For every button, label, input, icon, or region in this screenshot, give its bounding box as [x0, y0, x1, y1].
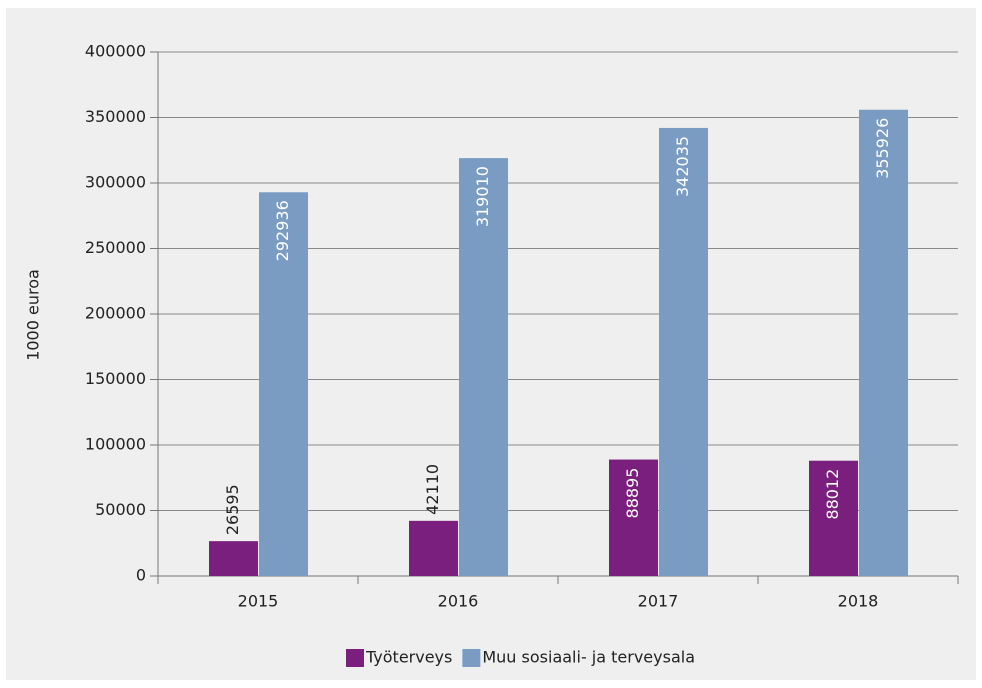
bar: [809, 460, 858, 576]
y-tick-label: 0: [136, 566, 146, 585]
data-label: 292936: [273, 200, 292, 261]
x-tick-label: 2016: [438, 592, 479, 611]
bar: [259, 192, 308, 576]
data-label: 319010: [473, 166, 492, 227]
bar: [659, 127, 708, 577]
y-tick-label: 150000: [85, 369, 146, 388]
y-tick-label: 100000: [85, 435, 146, 454]
y-tick-label: 250000: [85, 238, 146, 257]
x-tick-label: 2018: [838, 592, 879, 611]
y-tick-label: 50000: [95, 500, 146, 519]
data-label: 342035: [673, 136, 692, 197]
legend-swatch: [346, 649, 364, 667]
data-label: 88895: [623, 468, 642, 519]
data-label: 355926: [873, 118, 892, 179]
legend-label: Työterveys: [365, 648, 452, 667]
data-label: 42110: [423, 464, 442, 515]
y-tick-label: 350000: [85, 107, 146, 126]
bar: [609, 459, 658, 576]
data-label: 26595: [223, 484, 242, 535]
legend-label: Muu sosiaali- ja terveysala: [482, 648, 695, 667]
bar: [859, 109, 908, 576]
y-tick-label: 300000: [85, 173, 146, 192]
bar: [459, 158, 508, 576]
bar: [209, 541, 258, 576]
y-tick-label: 400000: [85, 42, 146, 61]
x-tick-label: 2015: [238, 592, 279, 611]
x-tick-label: 2017: [638, 592, 679, 611]
legend-swatch: [462, 649, 481, 667]
bar: [409, 520, 458, 576]
y-axis-label: 1000 euroa: [24, 269, 43, 361]
y-tick-label: 200000: [85, 304, 146, 323]
data-label: 88012: [823, 469, 842, 520]
